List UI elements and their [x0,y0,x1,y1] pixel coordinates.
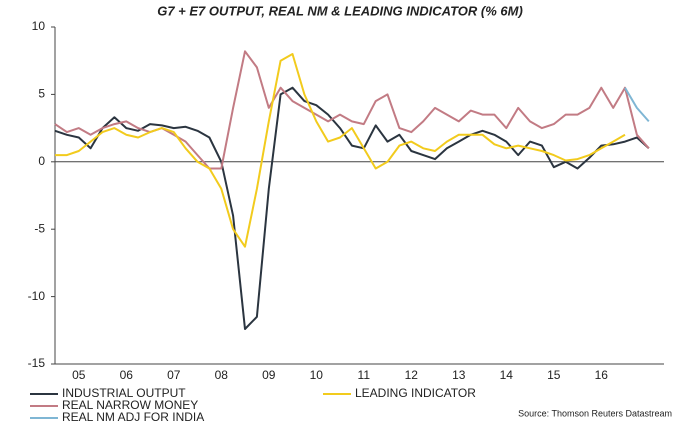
x-tick-label: 15 [547,368,561,382]
legend-label: REAL NARROW MONEY [62,398,198,412]
x-tick-label: 16 [595,368,609,382]
x-tick-label: 12 [405,368,419,382]
y-tick-label: -15 [28,356,46,370]
legend-label: REAL NM ADJ FOR INDIA [62,410,204,424]
x-tick-label: 06 [120,368,134,382]
legend-label: LEADING INDICATOR [355,386,476,400]
y-tick-label: 5 [38,87,45,101]
y-tick-label: 0 [38,154,45,168]
x-tick-label: 05 [72,368,86,382]
x-tick-label: 09 [262,368,276,382]
x-tick-label: 10 [310,368,324,382]
chart-title: G7 + E7 OUTPUT, REAL NM & LEADING INDICA… [157,3,523,18]
series-line [55,53,626,248]
y-tick-label: -5 [34,221,45,235]
y-tick-label: -10 [28,289,46,303]
y-tick-label: 10 [32,19,46,33]
x-tick-label: 08 [215,368,229,382]
legend-label: INDUSTRIAL OUTPUT [62,386,186,400]
x-tick-label: 07 [167,368,181,382]
series-line [54,50,650,170]
source: Source: Thomson Reuters Datastream [518,408,672,418]
x-tick-label: 13 [452,368,466,382]
series-line [54,86,650,330]
series-line [624,87,650,123]
x-tick-label: 14 [500,368,514,382]
x-tick-label: 11 [358,368,371,382]
